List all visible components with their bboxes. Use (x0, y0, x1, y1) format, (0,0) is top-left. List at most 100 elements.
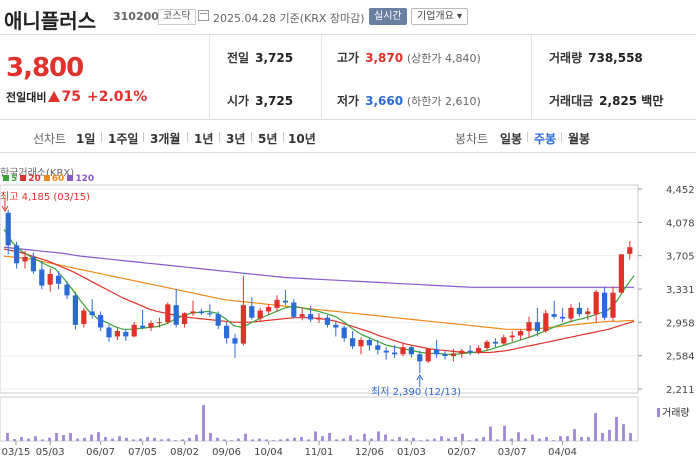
candle-body (627, 247, 633, 254)
low-value: 3,660 (365, 94, 404, 108)
candle-body (610, 292, 616, 318)
volume-bar (286, 438, 289, 441)
high-value: 3,870 (365, 51, 404, 65)
volume-bar (139, 438, 142, 441)
candle-body (30, 257, 37, 272)
volume-bar (90, 434, 93, 441)
candle-body (324, 317, 331, 325)
volume-bar (594, 413, 597, 441)
volume-bar (489, 426, 492, 441)
lower-limit: (하한가 2,610) (406, 95, 481, 108)
line-chart-label: 선차트 (33, 132, 67, 146)
volume-bar (433, 438, 436, 441)
volume-bar (202, 405, 205, 441)
candle-body (72, 295, 79, 325)
candle-body (291, 302, 297, 317)
period-3y[interactable]: 3년 (226, 132, 246, 146)
stock-chart: 4,452 4,078 3,705 3,331 2,958 2,584 2,211 03/15… (0, 153, 696, 470)
x-tick-label: 11/01 (305, 447, 334, 458)
candle-body (215, 314, 221, 326)
candle-body (551, 314, 557, 317)
volume-bar (132, 439, 135, 441)
period-1w[interactable]: 1주일 (108, 132, 139, 146)
period-10y[interactable]: 10년 (288, 132, 316, 146)
candle-body (123, 331, 129, 337)
stock-code: 310200 (113, 10, 159, 23)
y-tick-label: 4,452 (666, 185, 695, 196)
volume-bar (475, 438, 478, 441)
volume-bar (608, 429, 611, 441)
candle-body (601, 292, 608, 318)
candle-body (568, 307, 574, 319)
company-overview-button[interactable]: 기업개요 ▾ (411, 8, 468, 25)
realtime-button[interactable]: 실시간 (369, 8, 407, 25)
volume-bar (580, 437, 583, 441)
candle-body (190, 311, 196, 314)
separator (283, 132, 284, 142)
candle-body (450, 353, 457, 357)
volume-bar (13, 439, 16, 441)
candle-daily[interactable]: 일봉 (500, 132, 523, 146)
volume-bar (251, 439, 254, 441)
volume-bar (503, 425, 506, 441)
volume-bar (216, 437, 219, 441)
separator (187, 132, 188, 142)
candle-weekly[interactable]: 주봉 (534, 132, 557, 146)
candle-chart-label: 봉차트 (455, 132, 489, 146)
volume-bar (398, 437, 401, 441)
candle-body (408, 347, 415, 355)
volume-frame (0, 396, 639, 442)
quote-col-2: 고가 3,870 (상한가 4,840) 저가 3,660 (하한가 2,610) (321, 35, 531, 121)
period-1d[interactable]: 1일 (76, 132, 96, 146)
x-tick-label: 02/07 (447, 447, 476, 458)
separator (251, 132, 252, 142)
candle-body (475, 348, 482, 353)
period-5y[interactable]: 5년 (258, 132, 278, 146)
candle-body (526, 322, 532, 332)
volume-bar (587, 437, 590, 441)
candle-body (207, 313, 213, 315)
y-tick-label: 4,078 (666, 218, 695, 229)
x-tick-label: 12/06 (355, 447, 384, 458)
candle-body (139, 325, 146, 328)
volume-bar (629, 433, 632, 441)
volume-bar (524, 438, 527, 441)
volume-bar (174, 440, 177, 441)
quote-col-3: 거래량 738,558 거래대금 2,825 백만 (531, 35, 696, 121)
separator (219, 132, 220, 142)
volume-bar (405, 438, 408, 441)
candle-body (22, 257, 28, 262)
amount-value: 2,825 백만 (599, 94, 664, 108)
x-tick-label: 01/03 (397, 447, 426, 458)
ma-legend-label: 120 (75, 174, 95, 184)
volume-bar (615, 417, 618, 441)
candle-body (148, 323, 154, 328)
candle-body (585, 311, 591, 315)
candle-body (232, 338, 238, 344)
volume-bar (321, 436, 324, 441)
period-3m[interactable]: 3개월 (150, 132, 181, 146)
high-label: 고가 (337, 51, 360, 65)
volume-bar (97, 432, 100, 441)
base-date: 2025.04.28 기준(KRX 장마감) (213, 12, 365, 25)
market-badge: 코스닥 (158, 9, 196, 25)
volume-bar (76, 438, 79, 441)
volume-bar (440, 436, 443, 441)
volume-bar (153, 437, 156, 441)
candle-body (114, 331, 121, 337)
volume-bar (265, 439, 268, 441)
volume-bar (160, 439, 163, 441)
open-value: 3,725 (255, 94, 294, 108)
volume-bar (538, 438, 541, 441)
candle-body (618, 254, 625, 293)
candle-monthly[interactable]: 월봉 (568, 132, 591, 146)
candle-body (274, 299, 280, 308)
candle-body (165, 304, 171, 323)
volume-bar (6, 433, 9, 441)
low-label: 저가 (337, 94, 360, 108)
ma-legend-swatch (67, 175, 74, 181)
candle-body (13, 245, 20, 264)
period-1y[interactable]: 1년 (194, 132, 214, 146)
stock-name: 애니플러스 (4, 9, 96, 33)
volume-bar (377, 431, 380, 441)
